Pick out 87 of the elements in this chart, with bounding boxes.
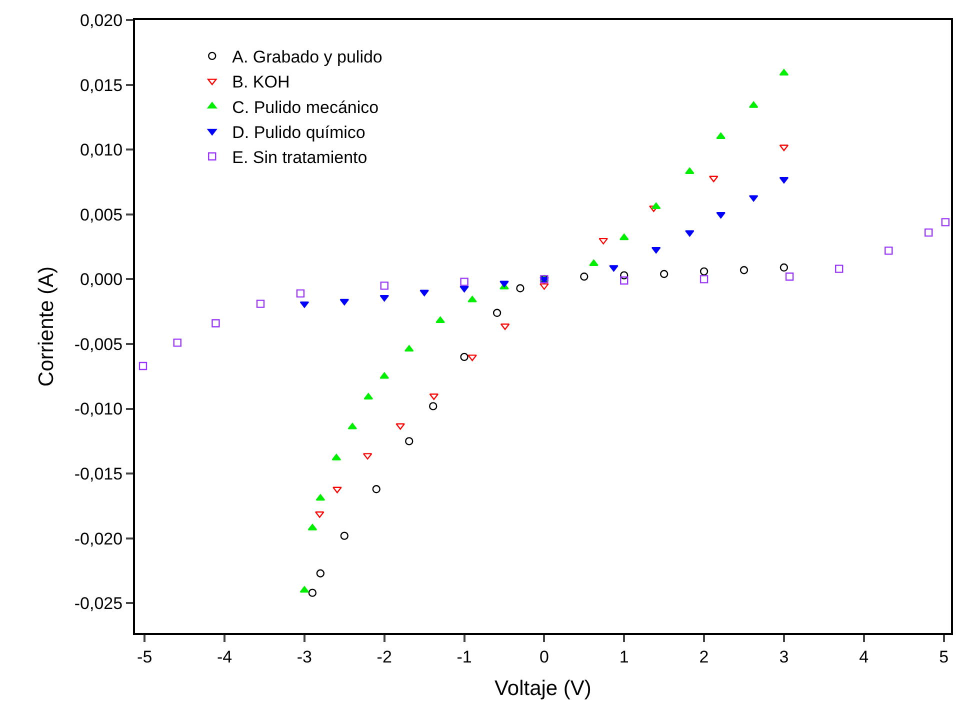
- point: [138, 362, 148, 370]
- x-tick-label: -1: [456, 647, 472, 666]
- point: [785, 272, 794, 281]
- point: [748, 101, 758, 108]
- point: [429, 393, 439, 400]
- x-axis-title: Voltaje (V): [494, 677, 592, 700]
- point: [348, 422, 358, 430]
- point: [700, 275, 708, 284]
- point: [835, 264, 844, 273]
- point: [460, 352, 468, 362]
- point: [780, 263, 788, 272]
- point: [314, 511, 324, 518]
- point: [779, 144, 789, 152]
- y-tick-label: 0,015: [80, 76, 123, 95]
- legend-label: C. Pulido mecánico: [232, 98, 379, 117]
- point: [779, 177, 789, 184]
- point: [740, 266, 748, 274]
- y-tick-label: -0,025: [74, 594, 123, 614]
- point: [316, 569, 325, 578]
- point: [580, 272, 588, 281]
- point: [340, 532, 348, 540]
- y-axis-title: Corriente (A): [35, 266, 58, 387]
- point: [685, 230, 694, 237]
- y-tick-label: 0,000: [80, 270, 123, 290]
- point: [332, 454, 342, 460]
- point: [468, 296, 477, 302]
- point: [468, 354, 477, 362]
- point: [460, 278, 468, 286]
- x-tick-label: -2: [376, 647, 392, 666]
- point: [256, 300, 265, 308]
- x-tick-label: 3: [779, 647, 789, 666]
- point: [372, 485, 380, 494]
- point: [405, 437, 414, 446]
- point: [173, 338, 182, 347]
- legend-label: B. KOH: [232, 72, 290, 92]
- point: [516, 284, 524, 292]
- x-tick-label: -3: [296, 647, 312, 666]
- y-tick-label: -0,005: [74, 334, 123, 354]
- point: [380, 282, 388, 290]
- point: [429, 402, 438, 410]
- legend-label: A. Grabado y pulido: [232, 48, 382, 67]
- y-tick-label: -0,010: [74, 400, 123, 419]
- point: [492, 308, 502, 317]
- point: [460, 286, 469, 292]
- legend-label: D. Pulido químico: [232, 122, 366, 142]
- point: [420, 290, 429, 296]
- x-tick-label: 5: [939, 647, 949, 666]
- point: [619, 234, 629, 240]
- point: [748, 195, 758, 202]
- point: [436, 316, 445, 324]
- point: [708, 176, 718, 182]
- y-tick-label: 0,020: [80, 10, 123, 30]
- point: [316, 494, 326, 501]
- point: [620, 271, 628, 280]
- point: [308, 524, 318, 530]
- x-tick-label: -5: [137, 647, 152, 666]
- point: [300, 301, 310, 308]
- x-tick-label: 0: [539, 647, 549, 666]
- point: [212, 319, 220, 328]
- point: [340, 298, 350, 306]
- x-tick-label: 4: [859, 647, 869, 666]
- point: [300, 586, 310, 593]
- point: [540, 283, 549, 290]
- point: [620, 276, 628, 285]
- x-tick-label: 1: [619, 647, 629, 666]
- point: [884, 246, 893, 255]
- point: [404, 345, 414, 352]
- y-tick-label: 0,010: [80, 140, 123, 160]
- point: [924, 228, 933, 237]
- point: [660, 270, 668, 278]
- point: [609, 265, 618, 272]
- point: [308, 588, 317, 597]
- y-tick-label: -0,015: [74, 464, 123, 484]
- point: [396, 423, 405, 430]
- point: [332, 486, 342, 494]
- point: [941, 218, 950, 226]
- point: [598, 238, 608, 244]
- x-tick-label: 2: [699, 647, 709, 666]
- point: [296, 289, 305, 298]
- point: [380, 294, 389, 302]
- legend-label: E. Sin tratamiento: [232, 148, 368, 167]
- point: [380, 372, 389, 379]
- y-tick-label: -0,020: [74, 529, 123, 548]
- y-tick-label: 0,005: [80, 205, 123, 224]
- x-tick-label: -4: [216, 647, 232, 666]
- point: [700, 267, 708, 276]
- point: [362, 453, 372, 460]
